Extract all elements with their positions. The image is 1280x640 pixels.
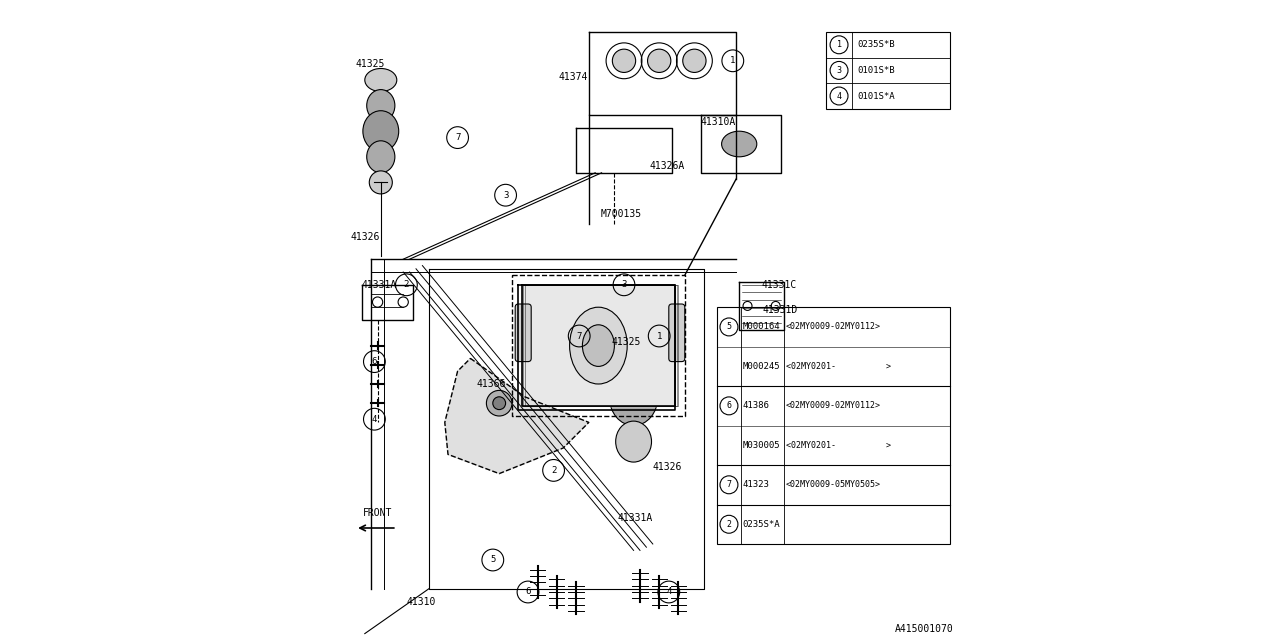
Text: 2: 2 <box>727 520 731 529</box>
Text: <02MY0009-02MY0112>: <02MY0009-02MY0112> <box>786 323 881 332</box>
Text: 0101S*A: 0101S*A <box>858 92 895 100</box>
Text: 0235S*B: 0235S*B <box>858 40 895 49</box>
Text: 41326: 41326 <box>653 462 682 472</box>
Text: 0101S*B: 0101S*B <box>858 66 895 75</box>
Text: 41325: 41325 <box>356 59 384 69</box>
Ellipse shape <box>370 171 392 194</box>
Text: 7: 7 <box>576 332 582 340</box>
Text: A415001070: A415001070 <box>895 623 954 634</box>
Text: 3: 3 <box>837 66 841 75</box>
Ellipse shape <box>365 68 397 92</box>
Text: 6: 6 <box>525 588 531 596</box>
Ellipse shape <box>367 90 394 122</box>
Text: 4: 4 <box>837 92 841 100</box>
Text: 6: 6 <box>371 357 378 366</box>
Text: 3: 3 <box>503 191 508 200</box>
Text: 3: 3 <box>621 280 627 289</box>
Text: <02MY0201-          >: <02MY0201- > <box>786 362 891 371</box>
Text: 0235S*A: 0235S*A <box>742 520 780 529</box>
Text: 4: 4 <box>666 588 672 596</box>
Text: 4: 4 <box>371 415 378 424</box>
Ellipse shape <box>582 325 614 367</box>
Text: <02MY0201-          >: <02MY0201- > <box>786 441 891 450</box>
Ellipse shape <box>682 49 707 72</box>
Text: 7: 7 <box>727 480 731 490</box>
Polygon shape <box>522 285 676 406</box>
Text: 6: 6 <box>727 401 731 410</box>
Bar <box>717 307 950 544</box>
Text: 5: 5 <box>490 556 495 564</box>
Text: 41366: 41366 <box>477 379 506 389</box>
Ellipse shape <box>486 390 512 416</box>
Text: 41331C: 41331C <box>762 280 797 290</box>
Text: 2: 2 <box>403 280 410 289</box>
Polygon shape <box>445 358 589 474</box>
Text: M030005: M030005 <box>742 441 780 450</box>
Text: 41326A: 41326A <box>650 161 685 172</box>
Text: 41310: 41310 <box>407 596 435 607</box>
Ellipse shape <box>616 421 652 462</box>
FancyBboxPatch shape <box>668 304 685 362</box>
Text: 1: 1 <box>657 332 662 340</box>
Text: 1: 1 <box>837 40 841 49</box>
Ellipse shape <box>367 141 394 173</box>
Ellipse shape <box>609 368 658 426</box>
FancyBboxPatch shape <box>516 304 531 362</box>
Ellipse shape <box>493 397 506 410</box>
Ellipse shape <box>722 131 756 157</box>
Text: 41310A: 41310A <box>701 116 736 127</box>
Text: M000164: M000164 <box>742 323 780 332</box>
Text: 41386: 41386 <box>742 401 769 410</box>
Ellipse shape <box>570 307 627 384</box>
Ellipse shape <box>616 335 652 376</box>
Text: 1: 1 <box>730 56 736 65</box>
Text: 41325: 41325 <box>612 337 640 348</box>
Ellipse shape <box>648 49 671 72</box>
Text: M700135: M700135 <box>600 209 641 220</box>
Text: 5: 5 <box>727 323 731 332</box>
Text: 41331A: 41331A <box>362 280 397 290</box>
Text: 41331A: 41331A <box>618 513 653 524</box>
Text: 2: 2 <box>550 466 557 475</box>
Ellipse shape <box>364 111 399 152</box>
Text: 41323: 41323 <box>742 480 769 490</box>
Text: FRONT: FRONT <box>364 508 392 518</box>
Text: <02MY0009-05MY0505>: <02MY0009-05MY0505> <box>786 480 881 490</box>
Text: M000245: M000245 <box>742 362 780 371</box>
Text: <02MY0009-02MY0112>: <02MY0009-02MY0112> <box>786 401 881 410</box>
Bar <box>826 32 951 109</box>
Text: 41331D: 41331D <box>763 305 799 316</box>
Ellipse shape <box>612 49 636 72</box>
Text: 41326: 41326 <box>351 232 380 242</box>
Text: 41374: 41374 <box>559 72 588 82</box>
Text: 7: 7 <box>454 133 461 142</box>
